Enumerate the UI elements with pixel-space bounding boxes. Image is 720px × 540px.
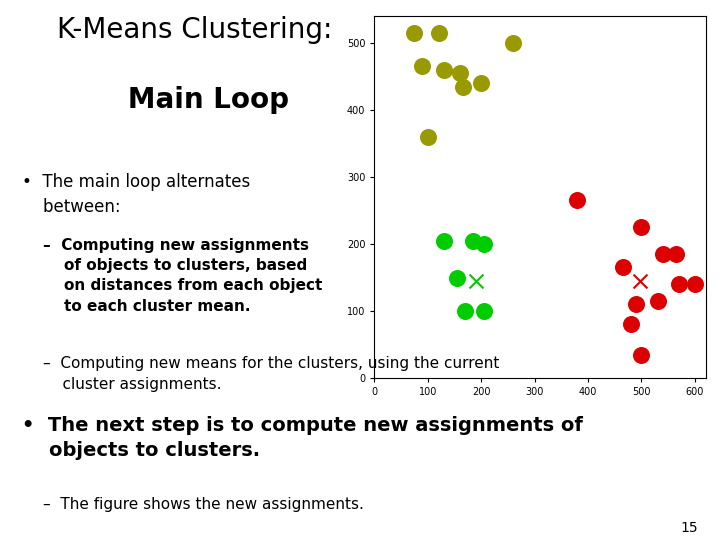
Text: –  Computing new assignments
    of objects to clusters, based
    on distances : – Computing new assignments of objects t… <box>43 238 323 314</box>
Point <box>409 29 420 37</box>
Text: •  The main loop alternates
    between:: • The main loop alternates between: <box>22 173 250 216</box>
Point <box>456 82 468 91</box>
Point <box>422 132 433 141</box>
Point <box>417 62 428 71</box>
Point <box>673 280 685 288</box>
Point <box>636 350 647 359</box>
Text: •  The next step is to compute new assignments of
    objects to clusters.: • The next step is to compute new assign… <box>22 416 582 460</box>
Point <box>438 237 449 245</box>
Point <box>459 307 471 315</box>
Point <box>625 320 636 329</box>
Text: 15: 15 <box>681 521 698 535</box>
Point <box>652 296 663 305</box>
Point <box>670 249 682 258</box>
Point <box>508 39 519 48</box>
Point <box>475 79 487 87</box>
Text: K-Means Clustering:: K-Means Clustering: <box>57 16 332 44</box>
Point <box>478 307 490 315</box>
Point <box>470 276 482 285</box>
Text: –  The figure shows the new assignments.: – The figure shows the new assignments. <box>43 497 364 512</box>
Point <box>572 196 583 205</box>
Text: Main Loop: Main Loop <box>99 86 289 114</box>
Point <box>689 280 701 288</box>
Point <box>631 300 642 309</box>
Point <box>636 223 647 232</box>
Text: –  Computing new means for the clusters, using the current
    cluster assignmen: – Computing new means for the clusters, … <box>43 356 500 392</box>
Point <box>438 65 449 74</box>
Point <box>433 29 444 37</box>
Point <box>454 69 466 77</box>
Point <box>657 249 669 258</box>
Point <box>617 263 629 272</box>
Point <box>467 237 479 245</box>
Point <box>634 276 646 285</box>
Point <box>451 273 463 282</box>
Point <box>478 240 490 248</box>
